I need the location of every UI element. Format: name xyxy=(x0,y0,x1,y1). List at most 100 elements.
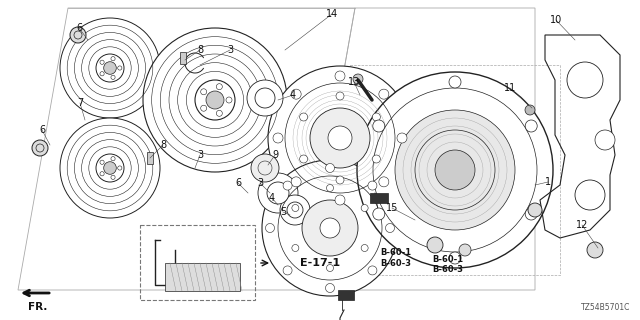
Text: 6: 6 xyxy=(76,23,82,33)
Circle shape xyxy=(575,180,605,210)
Circle shape xyxy=(361,204,368,212)
Circle shape xyxy=(379,177,389,187)
Circle shape xyxy=(143,28,287,172)
Circle shape xyxy=(435,150,475,190)
Circle shape xyxy=(283,266,292,275)
Text: 4: 4 xyxy=(290,90,296,100)
Text: 1: 1 xyxy=(545,177,551,187)
Bar xyxy=(165,263,240,291)
Circle shape xyxy=(353,74,363,84)
Circle shape xyxy=(247,80,283,116)
Text: 7: 7 xyxy=(77,98,83,108)
Circle shape xyxy=(118,66,122,70)
Text: 8: 8 xyxy=(197,45,203,55)
Circle shape xyxy=(201,105,207,111)
Circle shape xyxy=(111,175,115,180)
Text: 11: 11 xyxy=(504,83,516,93)
Bar xyxy=(140,225,255,300)
Circle shape xyxy=(300,155,308,163)
Circle shape xyxy=(528,203,542,217)
Circle shape xyxy=(379,89,389,99)
Circle shape xyxy=(283,181,292,190)
Circle shape xyxy=(255,88,275,108)
Circle shape xyxy=(201,89,207,95)
Circle shape xyxy=(96,54,124,82)
Circle shape xyxy=(336,176,344,184)
Text: B-60-3: B-60-3 xyxy=(432,266,463,275)
Bar xyxy=(350,65,560,275)
Circle shape xyxy=(336,92,344,100)
Circle shape xyxy=(372,113,380,121)
Circle shape xyxy=(100,72,104,76)
Circle shape xyxy=(258,173,298,213)
Circle shape xyxy=(328,126,352,150)
Circle shape xyxy=(449,252,461,264)
Text: B-60-3: B-60-3 xyxy=(380,259,411,268)
Circle shape xyxy=(32,140,48,156)
Text: 10: 10 xyxy=(550,15,562,25)
Circle shape xyxy=(525,208,537,220)
Circle shape xyxy=(302,200,358,256)
Text: 4: 4 xyxy=(269,193,275,203)
Circle shape xyxy=(320,218,340,238)
Circle shape xyxy=(595,130,615,150)
Bar xyxy=(370,193,388,203)
Circle shape xyxy=(525,120,537,132)
Text: 3: 3 xyxy=(257,178,263,188)
Circle shape xyxy=(96,154,124,182)
Bar xyxy=(338,290,354,300)
Circle shape xyxy=(372,155,380,163)
Text: 5: 5 xyxy=(280,207,286,217)
Circle shape xyxy=(111,57,115,61)
Circle shape xyxy=(326,284,335,292)
Circle shape xyxy=(385,223,394,233)
Text: 6: 6 xyxy=(235,178,241,188)
Circle shape xyxy=(372,120,385,132)
Circle shape xyxy=(206,91,224,109)
Circle shape xyxy=(251,154,279,182)
Circle shape xyxy=(111,75,115,79)
Circle shape xyxy=(326,265,333,271)
Circle shape xyxy=(357,72,553,268)
Circle shape xyxy=(287,202,303,218)
Circle shape xyxy=(449,76,461,88)
Circle shape xyxy=(368,181,377,190)
Circle shape xyxy=(292,204,299,212)
Circle shape xyxy=(268,66,412,210)
Circle shape xyxy=(292,244,299,252)
Circle shape xyxy=(60,18,160,118)
Circle shape xyxy=(273,133,283,143)
Circle shape xyxy=(459,244,471,256)
Text: FR.: FR. xyxy=(28,302,48,312)
Circle shape xyxy=(427,237,443,253)
Circle shape xyxy=(118,166,122,170)
Circle shape xyxy=(372,208,385,220)
Circle shape xyxy=(395,110,515,230)
Circle shape xyxy=(111,156,115,161)
Circle shape xyxy=(361,244,368,252)
Text: 6: 6 xyxy=(39,125,45,135)
Bar xyxy=(147,152,153,164)
Bar xyxy=(180,52,186,64)
Circle shape xyxy=(100,60,104,64)
Circle shape xyxy=(310,108,370,168)
Circle shape xyxy=(100,160,104,164)
Circle shape xyxy=(587,242,603,258)
Circle shape xyxy=(226,97,232,103)
Circle shape xyxy=(291,177,301,187)
Circle shape xyxy=(266,223,275,233)
Circle shape xyxy=(280,195,310,225)
Circle shape xyxy=(326,185,333,191)
Text: 3: 3 xyxy=(197,150,203,160)
Circle shape xyxy=(326,164,335,172)
Circle shape xyxy=(335,195,345,205)
Circle shape xyxy=(291,89,301,99)
Circle shape xyxy=(300,113,308,121)
Circle shape xyxy=(525,105,535,115)
Circle shape xyxy=(195,80,235,120)
Circle shape xyxy=(397,133,407,143)
Text: 3: 3 xyxy=(227,45,233,55)
Circle shape xyxy=(70,27,86,43)
Text: 13: 13 xyxy=(348,77,360,87)
Text: B-60-1: B-60-1 xyxy=(432,255,463,265)
